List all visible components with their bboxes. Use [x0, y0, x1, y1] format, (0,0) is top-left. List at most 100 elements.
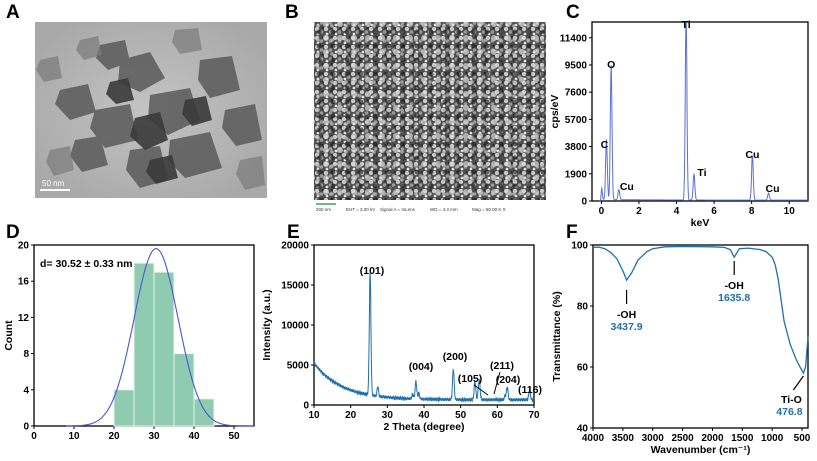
xrd-x-tick-label: 10 [308, 410, 320, 421]
panel-b-info-wd: WD = 4.4 mm [430, 207, 458, 212]
panel-letter-d: D [6, 222, 20, 243]
ftir-x-axis-label: Wavenumber (cm⁻¹) [651, 444, 751, 456]
eds-peak-label: Cu [745, 149, 759, 161]
ftir-ann-value: 1635.8 [718, 292, 750, 304]
xrd-arrow-105 [473, 384, 489, 396]
eds-peak-label: Ti [682, 19, 691, 31]
hist-y-tick-label: 16 [18, 277, 30, 288]
xrd-peak-label: (101) [360, 265, 385, 277]
xrd-peak-label: (200) [443, 351, 468, 363]
ftir-x-tick-label: 2500 [671, 433, 694, 444]
panel-b-info-signal: Signal A = InLens [380, 207, 416, 212]
xrd-y-tick-label: 5000 [287, 361, 310, 372]
hist-size-annotation: d= 30.52 ± 0.33 nm [40, 258, 132, 270]
xrd-x-tick-label: 40 [418, 410, 430, 421]
xrd-x-tick-label: 50 [455, 410, 467, 421]
histogram-bar [113, 389, 135, 427]
xrd-peak-label: (211) [490, 360, 514, 372]
ftir-ann-name: -OH [725, 280, 744, 292]
eds-y-tick-label: 3800 [565, 142, 588, 153]
xrd-y-tick-label: 15000 [281, 281, 309, 292]
hist-y-tick-label: 12 [18, 313, 30, 324]
panel-a-tem-image: 50 nm [35, 22, 267, 198]
eds-plot-frame [591, 21, 809, 202]
ftir-y-tick-label: 100 [571, 241, 588, 252]
xrd-x-tick-label: 20 [345, 410, 357, 421]
eds-y-tick-label: 9500 [565, 60, 588, 71]
ftir-x-tick-label: 4000 [582, 433, 605, 444]
ftir-x-tick-label: 500 [794, 433, 811, 444]
ftir-ann-value: 3437.9 [611, 321, 643, 333]
panel-b-info-eht: EHT = 3.00 kV [346, 207, 375, 212]
eds-y-axis-label: cps/eV [549, 95, 561, 129]
panel-b-info-scale: 200 nm [316, 207, 331, 212]
eds-peak-label: Ti [697, 167, 706, 179]
hist-y-tick-label: 8 [23, 349, 29, 360]
ftir-x-tick-label: 1500 [731, 433, 754, 444]
hist-x-tick-label: 50 [228, 431, 240, 442]
hist-x-tick-label: 20 [108, 431, 120, 442]
xrd-x-axis-label: 2 Theta (degree) [383, 421, 464, 433]
eds-y-tick-label: 1900 [565, 169, 588, 180]
eds-x-tick-label: 4 [674, 206, 680, 217]
eds-x-tick-label: 2 [636, 206, 642, 217]
eds-peak-label: C [601, 139, 609, 151]
eds-peak-label: Cu [620, 181, 634, 193]
panel-letter-a: A [6, 2, 20, 23]
hist-x-tick-label: 30 [148, 431, 160, 442]
ftir-x-tick-label: 1000 [761, 433, 784, 444]
hist-y-axis-label: Count [3, 320, 15, 351]
panel-c-eds-chart: 0 2 4 6 8 10 0 1900 3800 5700 7600 9500 11400 keV cps/… [549, 19, 809, 229]
xrd-pattern-line [313, 272, 535, 404]
hist-y-tick-label: 4 [23, 385, 29, 396]
eds-x-tick-label: 8 [749, 206, 755, 217]
eds-x-axis-label: keV [691, 217, 710, 229]
hist-x-tick-label: 40 [188, 431, 200, 442]
ftir-ann-value: 476.8 [776, 406, 802, 418]
ftir-ann-name: -OH [617, 309, 636, 321]
panel-e-xrd-chart: 10 20 30 40 50 60 70 0 5000 10000 15000 20000 2 Thet… [261, 241, 542, 434]
hist-x-tick-label: 0 [31, 431, 37, 442]
panel-d-histogram-chart: 0 10 20 30 40 50 0 4 8 12 16 20 Count d= 30.52 ± 0.33… [3, 241, 255, 442]
xrd-y-tick-label: 0 [303, 401, 309, 412]
panel-letter-f: F [566, 222, 578, 243]
panel-letter-b: B [285, 2, 299, 23]
ftir-y-tick-label: 60 [577, 363, 589, 374]
gaussian-fit-line [66, 248, 254, 427]
eds-peak-label: O [607, 59, 615, 71]
ftir-ann-name: Ti-O [781, 394, 802, 406]
histogram-bar [153, 271, 175, 427]
ftir-y-tick-label: 40 [577, 424, 589, 435]
xrd-x-tick-label: 30 [382, 410, 394, 421]
panel-letter-c: C [566, 2, 580, 23]
eds-x-tick-label: 6 [711, 206, 717, 217]
hist-y-tick-label: 20 [18, 241, 30, 252]
ftir-x-tick-label: 3500 [612, 433, 635, 444]
histogram-bar [193, 398, 215, 427]
eds-y-tick-label: 0 [581, 197, 587, 208]
eds-y-tick-label: 7600 [565, 88, 588, 99]
panel-f-ftir-chart: 4000 3500 3000 2500 2000 1500 1000 500 40 60 80 100… [551, 241, 811, 457]
panel-letter-e: E [287, 222, 300, 243]
xrd-x-tick-label: 70 [528, 410, 540, 421]
ftir-spectrum-line [592, 245, 809, 375]
xrd-x-tick-label: 60 [492, 410, 504, 421]
ftir-y-tick-label: 80 [577, 302, 589, 313]
xrd-y-axis-label: Intensity (a.u.) [261, 289, 273, 360]
eds-x-tick-label: 10 [784, 206, 796, 217]
panel-b-sem-image: 200 nm EHT = 3.00 kV Signal A = InLens W… [314, 22, 546, 214]
histogram-bar [133, 262, 155, 427]
panel-a-scale-label: 50 nm [42, 179, 65, 188]
panel-b-info-mag: Mag = 50.00 K X [472, 207, 506, 212]
xrd-y-tick-label: 20000 [281, 241, 309, 252]
eds-peak-label: Cu [766, 183, 780, 195]
xrd-peak-label: (004) [409, 361, 434, 373]
xrd-peak-label: (105) [458, 373, 483, 385]
eds-x-tick-label: 0 [599, 206, 605, 217]
eds-y-tick-label: 5700 [565, 115, 588, 126]
ftir-arrow-tio [792, 375, 804, 391]
xrd-peak-label: (204) [496, 374, 521, 386]
xrd-arrow-211 [493, 371, 501, 395]
ftir-plot-frame [592, 244, 809, 429]
